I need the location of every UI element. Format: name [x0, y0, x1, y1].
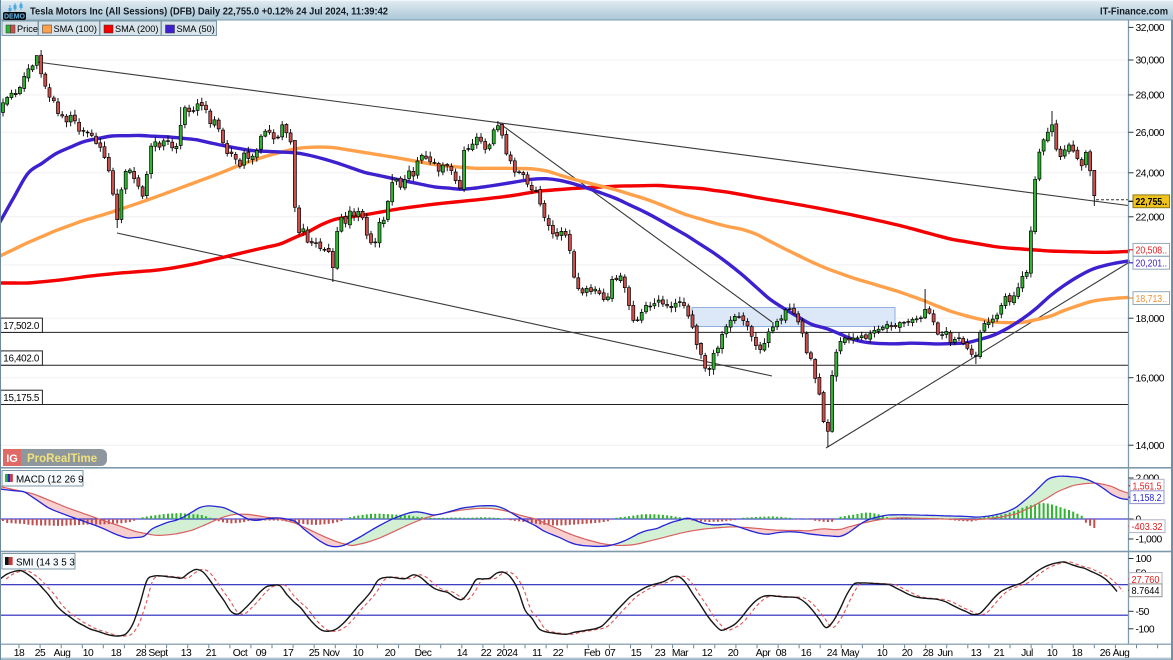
svg-text:Nov: Nov — [323, 648, 341, 659]
svg-text:10: 10 — [353, 648, 364, 659]
svg-text:18: 18 — [14, 648, 25, 659]
svg-text:8.7644: 8.7644 — [1132, 586, 1160, 597]
svg-text:-50: -50 — [1136, 607, 1150, 618]
svg-text:14,000: 14,000 — [1136, 441, 1165, 452]
svg-text:DEMO: DEMO — [4, 14, 26, 21]
svg-text:SMA (50): SMA (50) — [177, 24, 215, 34]
svg-text:Dec: Dec — [415, 648, 432, 659]
svg-text:08: 08 — [776, 648, 787, 659]
svg-text:09: 09 — [256, 648, 267, 659]
svg-text:Sept: Sept — [148, 648, 168, 659]
svg-text:May: May — [841, 648, 860, 659]
svg-text:16,000: 16,000 — [1136, 373, 1165, 384]
svg-text:16: 16 — [801, 648, 812, 659]
svg-text:32,000: 32,000 — [1136, 23, 1165, 34]
svg-text:17,502.0: 17,502.0 — [3, 321, 40, 332]
svg-text:24: 24 — [827, 648, 838, 659]
svg-text:SMA (100): SMA (100) — [54, 24, 97, 34]
svg-text:ProRealTime: ProRealTime — [27, 453, 97, 465]
svg-text:21: 21 — [206, 648, 217, 659]
svg-text:22,755..: 22,755.. — [1136, 197, 1168, 208]
svg-text:14: 14 — [457, 648, 468, 659]
svg-text:15: 15 — [631, 648, 642, 659]
svg-text:30,000: 30,000 — [1136, 56, 1165, 67]
svg-text:12: 12 — [702, 648, 713, 659]
svg-text:10: 10 — [877, 648, 888, 659]
svg-text:25: 25 — [35, 648, 46, 659]
svg-text:-403.32: -403.32 — [1132, 522, 1163, 533]
svg-text:25: 25 — [309, 648, 320, 659]
svg-text:Feb: Feb — [584, 648, 601, 659]
svg-text:Apr: Apr — [756, 648, 772, 659]
svg-text:Jun: Jun — [937, 648, 953, 659]
svg-text:Aug: Aug — [1113, 648, 1131, 659]
svg-text:Tesla Motors Inc (All Sessions: Tesla Motors Inc (All Sessions) (DFB) Da… — [30, 6, 388, 18]
svg-text:2024: 2024 — [497, 648, 519, 659]
svg-text:22: 22 — [481, 648, 492, 659]
svg-text:SMI (14 3 5 3: SMI (14 3 5 3 — [16, 558, 75, 569]
svg-text:Aug: Aug — [54, 648, 72, 659]
svg-text:18: 18 — [1072, 648, 1083, 659]
svg-text:Mar: Mar — [672, 648, 689, 659]
svg-text:22,000: 22,000 — [1136, 213, 1165, 224]
svg-text:26: 26 — [1100, 648, 1111, 659]
svg-text:13: 13 — [971, 648, 982, 659]
svg-text:24,000: 24,000 — [1136, 169, 1165, 180]
svg-text:07: 07 — [605, 648, 616, 659]
svg-text:-100: -100 — [1136, 625, 1155, 636]
svg-text:18,713..: 18,713.. — [1136, 294, 1168, 305]
svg-text:SMA (200): SMA (200) — [115, 24, 158, 34]
svg-text:IT-Finance.com: IT-Finance.com — [1100, 6, 1168, 18]
svg-text:IG: IG — [6, 453, 18, 465]
svg-text:28,000: 28,000 — [1136, 91, 1165, 102]
svg-text:22: 22 — [553, 648, 564, 659]
svg-text:10: 10 — [1047, 648, 1058, 659]
svg-text:15,175.5: 15,175.5 — [3, 393, 40, 404]
svg-text:10: 10 — [83, 648, 94, 659]
svg-text:18: 18 — [111, 648, 122, 659]
svg-text:17: 17 — [283, 648, 294, 659]
svg-text:13: 13 — [181, 648, 192, 659]
svg-text:26,000: 26,000 — [1136, 128, 1165, 139]
svg-text:16,402.0: 16,402.0 — [3, 354, 40, 365]
svg-text:20,201..: 20,201.. — [1136, 259, 1168, 270]
svg-text:20: 20 — [385, 648, 396, 659]
svg-text:28: 28 — [923, 648, 934, 659]
svg-text:1,561.5: 1,561.5 — [1133, 482, 1162, 493]
svg-text:21: 21 — [994, 648, 1005, 659]
svg-text:100: 100 — [1136, 554, 1152, 565]
svg-text:11: 11 — [532, 648, 542, 659]
svg-text:1,158.2: 1,158.2 — [1133, 493, 1162, 504]
svg-text:MACD (12 26 9: MACD (12 26 9 — [16, 475, 84, 486]
svg-text:20,508..: 20,508.. — [1136, 246, 1168, 257]
svg-text:Price: Price — [17, 24, 38, 34]
svg-text:28: 28 — [136, 648, 147, 659]
svg-text:20: 20 — [902, 648, 913, 659]
svg-text:18,000: 18,000 — [1136, 314, 1165, 325]
svg-text:23: 23 — [655, 648, 666, 659]
svg-text:20: 20 — [728, 648, 739, 659]
svg-text:Jul: Jul — [1021, 648, 1033, 659]
svg-text:Oct: Oct — [233, 648, 248, 659]
svg-text:27.760: 27.760 — [1132, 575, 1160, 586]
svg-text:-1,000: -1,000 — [1136, 535, 1163, 546]
